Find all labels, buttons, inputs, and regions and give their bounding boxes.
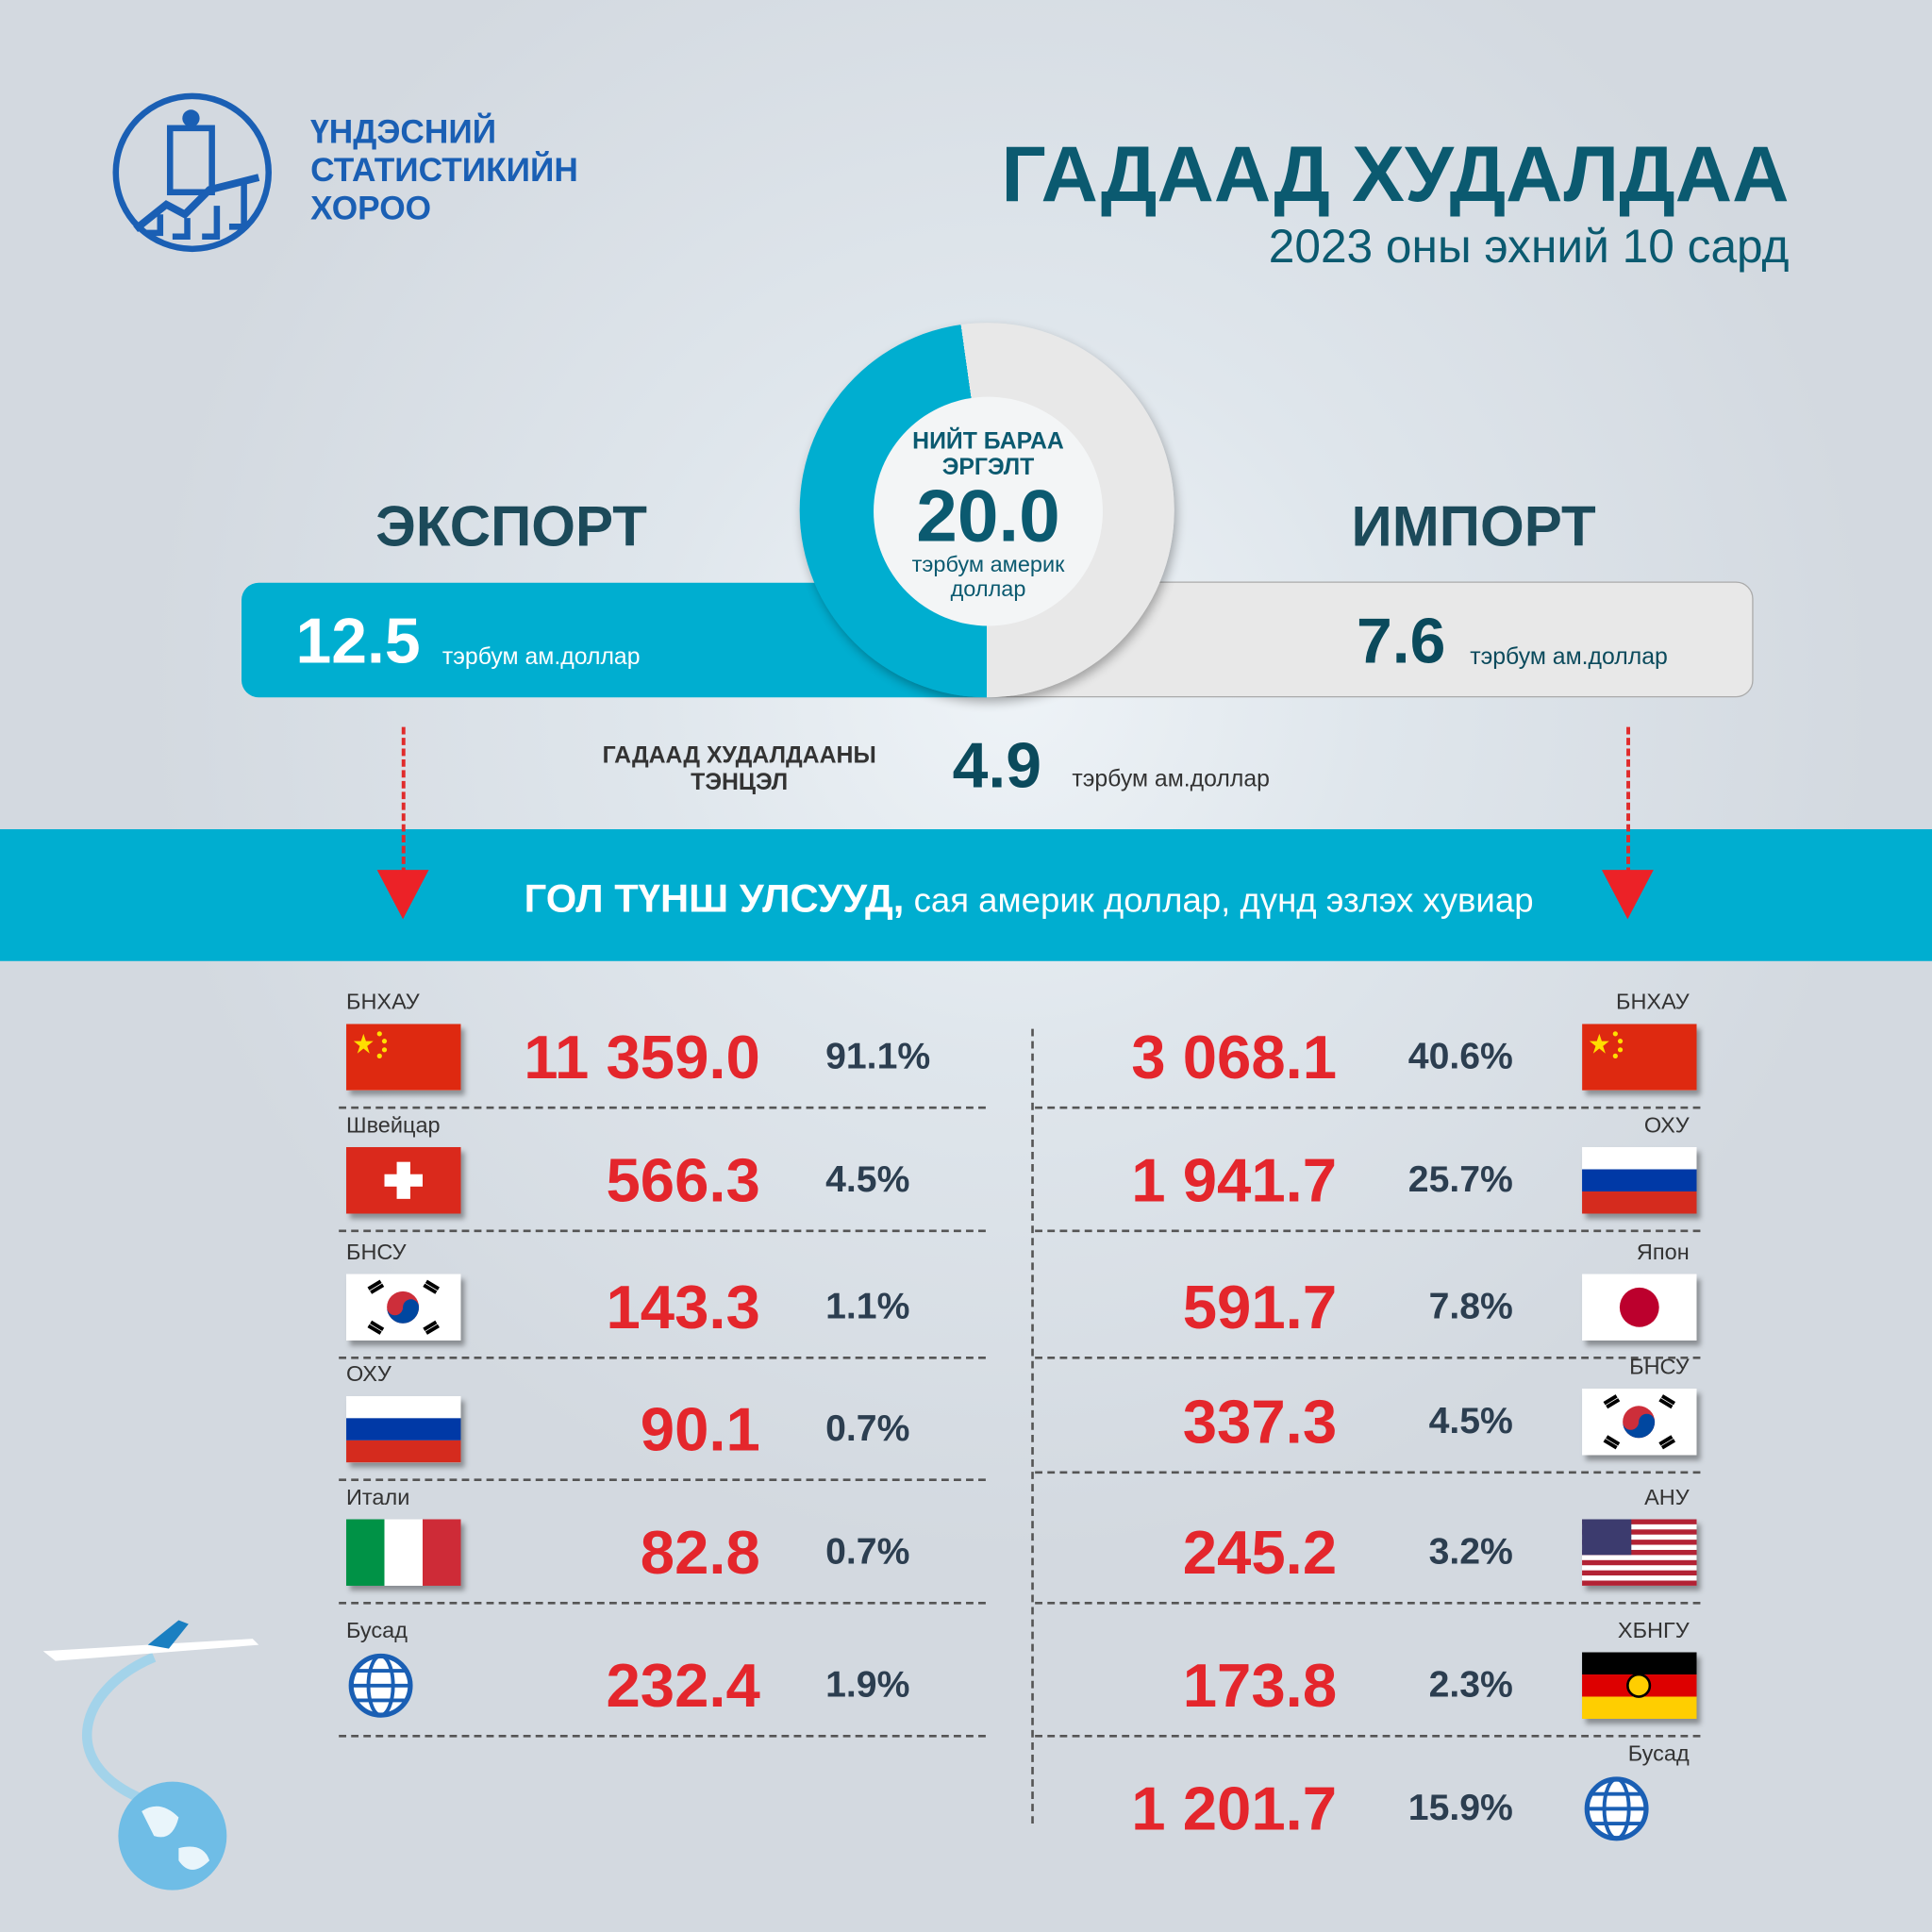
row-divider bbox=[339, 1229, 986, 1233]
country-name: Бусад bbox=[346, 1617, 408, 1643]
column-divider bbox=[1031, 1028, 1034, 1824]
country-name: Япон bbox=[1636, 1239, 1690, 1265]
country-name: Бусад bbox=[1627, 1740, 1690, 1766]
china-flag-icon bbox=[346, 1024, 461, 1091]
partner-value: 173.8 bbox=[1182, 1651, 1338, 1721]
nso-logo-icon bbox=[112, 92, 272, 253]
row-divider bbox=[339, 1735, 986, 1738]
country-name: АНУ bbox=[1644, 1484, 1690, 1509]
balance-label: ГАДААД ХУДАЛДААНЫ ТЭНЦЭЛ bbox=[591, 743, 887, 797]
balance-label-line: ГАДААД ХУДАЛДААНЫ bbox=[602, 742, 876, 770]
row-divider bbox=[339, 1106, 986, 1109]
arrow-down-icon bbox=[1601, 870, 1654, 920]
partner-value: 245.2 bbox=[1182, 1518, 1338, 1588]
org-name: ҮНДЭСНИЙ СТАТИСТИКИЙН ХОРОО bbox=[310, 113, 578, 227]
export-heading: ЭКСПОРТ bbox=[375, 493, 647, 558]
total-unit: тэрбум америк bbox=[911, 552, 1065, 577]
russia-flag-icon bbox=[346, 1395, 461, 1463]
org-name-line: ҮНДЭСНИЙ bbox=[310, 113, 497, 151]
partner-share: 1.1% bbox=[825, 1286, 910, 1327]
import-bar: 7.6 тэрбум ам.доллар bbox=[973, 581, 1754, 698]
russia-flag-icon bbox=[1582, 1146, 1697, 1214]
partner-value: 337.3 bbox=[1182, 1387, 1338, 1457]
japan-flag-icon bbox=[1582, 1274, 1697, 1341]
page-title: ГАДААД ХУДАЛДАА bbox=[1001, 129, 1790, 219]
total-unit: доллар bbox=[950, 576, 1026, 602]
import-dashed-line bbox=[1626, 726, 1630, 875]
partner-value: 11 359.0 bbox=[524, 1023, 760, 1092]
globe-flag-icon bbox=[346, 1653, 460, 1720]
country-name: Швейцар bbox=[346, 1112, 441, 1138]
country-name: ОХУ bbox=[1643, 1112, 1690, 1138]
partners-heading-bold: ГОЛ ТҮНШ УЛСУУД, bbox=[524, 875, 905, 921]
partner-share: 40.6% bbox=[1407, 1036, 1513, 1077]
partner-share: 3.2% bbox=[1428, 1531, 1513, 1573]
korea-flag-icon bbox=[346, 1274, 461, 1341]
country-name: ХБНГУ bbox=[1617, 1617, 1690, 1643]
partner-share: 2.3% bbox=[1428, 1664, 1513, 1706]
export-dashed-line bbox=[401, 726, 406, 875]
partner-value: 591.7 bbox=[1182, 1273, 1338, 1342]
partner-share: 25.7% bbox=[1407, 1159, 1513, 1201]
country-name: Итали bbox=[346, 1484, 410, 1509]
balance-label-line: ТЭНЦЭЛ bbox=[691, 770, 789, 796]
partner-share: 0.7% bbox=[825, 1531, 910, 1573]
partner-value: 82.8 bbox=[640, 1518, 760, 1588]
partner-share: 4.5% bbox=[825, 1159, 910, 1201]
partner-value: 566.3 bbox=[606, 1145, 760, 1215]
partner-share: 7.8% bbox=[1428, 1286, 1513, 1327]
partner-share: 91.1% bbox=[825, 1036, 931, 1077]
row-divider bbox=[339, 1601, 986, 1605]
partner-value: 90.1 bbox=[640, 1394, 760, 1464]
airplane-globe-icon bbox=[42, 1620, 259, 1890]
total-turnover: НИЙТ БАРАА ЭРГЭЛТ 20.0 тэрбум америк дол… bbox=[874, 396, 1103, 626]
globe-flag-icon bbox=[1582, 1775, 1696, 1842]
country-name: БНХАУ bbox=[346, 989, 420, 1014]
row-divider bbox=[339, 1478, 986, 1481]
italy-flag-icon bbox=[346, 1519, 461, 1586]
partner-share: 1.9% bbox=[825, 1664, 910, 1706]
germany-flag-icon bbox=[1582, 1652, 1697, 1720]
partner-value: 1 941.7 bbox=[1131, 1145, 1338, 1215]
partner-value: 3 068.1 bbox=[1131, 1023, 1338, 1092]
row-divider bbox=[1035, 1735, 1701, 1738]
export-unit: тэрбум ам.доллар bbox=[441, 644, 641, 671]
country-name: БНСУ bbox=[346, 1239, 407, 1265]
partner-value: 1 201.7 bbox=[1131, 1774, 1338, 1843]
total-label: ЭРГЭЛТ bbox=[941, 454, 1035, 481]
org-name-line: СТАТИСТИКИЙН bbox=[310, 151, 578, 189]
import-heading: ИМПОРТ bbox=[1351, 493, 1596, 558]
row-divider bbox=[1035, 1601, 1701, 1605]
country-name: ОХУ bbox=[346, 1361, 391, 1387]
page-subtitle: 2023 оны эхний 10 сард bbox=[1268, 222, 1790, 274]
org-name-line: ХОРОО bbox=[310, 190, 432, 227]
partners-heading-rest: сая америк доллар, дүнд эзлэх хувиар bbox=[904, 880, 1534, 920]
partner-value: 232.4 bbox=[606, 1651, 760, 1721]
partner-share: 15.9% bbox=[1407, 1788, 1513, 1829]
total-label: НИЙТ БАРАА bbox=[912, 428, 1064, 455]
china-flag-icon bbox=[1582, 1024, 1697, 1091]
partners-heading: ГОЛ ТҮНШ УЛСУУД, сая америк доллар, дүнд… bbox=[0, 876, 1932, 922]
balance-unit: тэрбум ам.доллар bbox=[1072, 766, 1270, 792]
import-value: 7.6 bbox=[1357, 606, 1446, 678]
row-divider bbox=[1035, 1106, 1701, 1109]
country-name: БНСУ bbox=[1629, 1354, 1690, 1379]
usa-flag-icon bbox=[1582, 1519, 1697, 1586]
balance-value: 4.9 bbox=[952, 730, 1042, 803]
total-value: 20.0 bbox=[916, 474, 1060, 558]
partner-share: 4.5% bbox=[1428, 1401, 1513, 1442]
import-unit: тэрбум ам.доллар bbox=[1470, 644, 1668, 671]
partner-share: 0.7% bbox=[825, 1407, 910, 1449]
row-divider bbox=[1035, 1357, 1701, 1359]
row-divider bbox=[1035, 1229, 1701, 1233]
country-name: БНХАУ bbox=[1616, 989, 1690, 1014]
export-value: 12.5 bbox=[295, 606, 421, 678]
partner-value: 143.3 bbox=[606, 1273, 760, 1342]
row-divider bbox=[339, 1357, 986, 1359]
arrow-down-icon bbox=[376, 870, 429, 920]
row-divider bbox=[1035, 1471, 1701, 1474]
korea-flag-icon bbox=[1582, 1388, 1697, 1456]
switzerland-flag-icon bbox=[346, 1146, 461, 1214]
